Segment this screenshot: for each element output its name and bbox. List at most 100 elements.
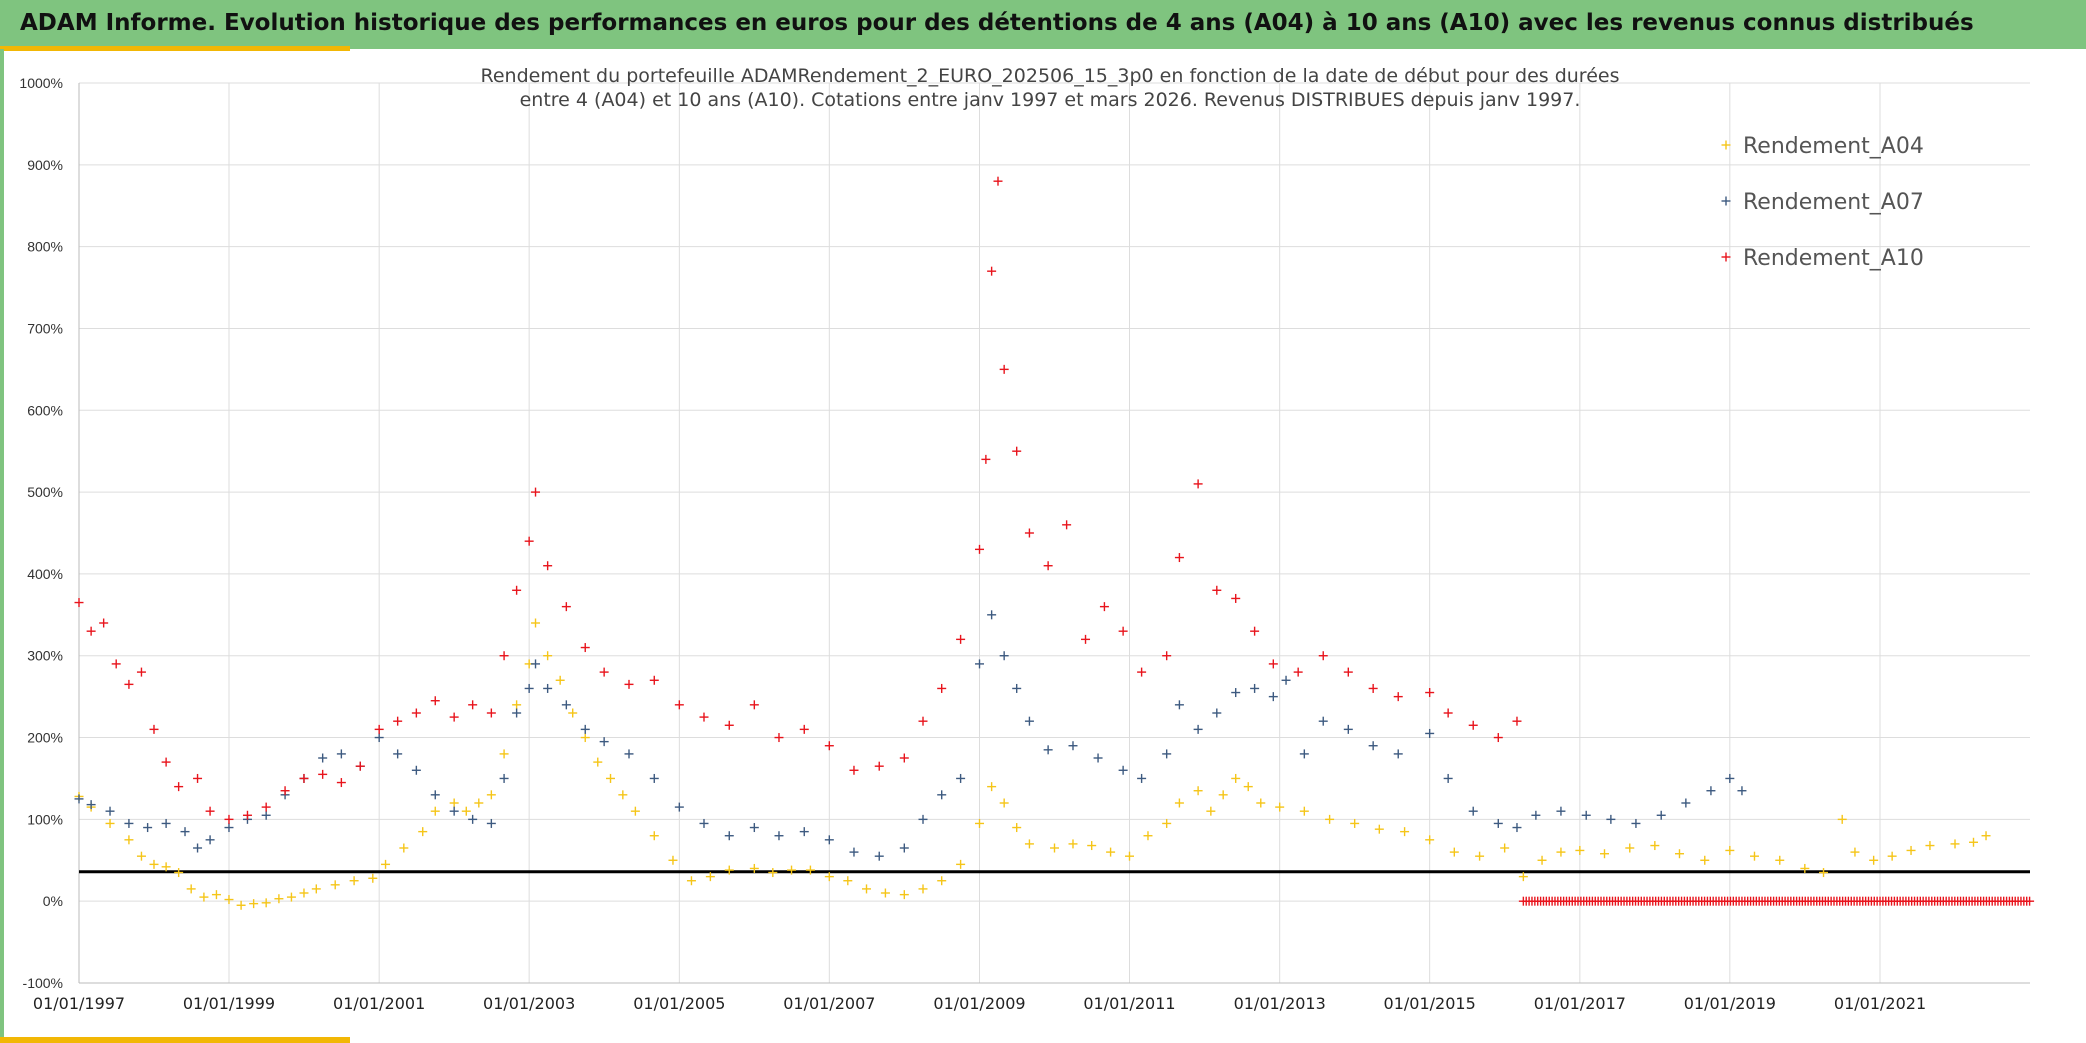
data-point [999, 364, 1009, 374]
y-tick-label: 600% [27, 402, 63, 418]
series-Rendement_A07 [74, 610, 1747, 861]
data-point [987, 782, 997, 792]
data-point [899, 843, 909, 853]
data-point [205, 806, 215, 816]
data-point [805, 865, 815, 875]
data-point [1749, 851, 1759, 861]
data-point [1143, 831, 1153, 841]
data-point [242, 810, 252, 820]
data-point [1725, 773, 1735, 783]
data-point [161, 818, 171, 828]
data-point [606, 773, 616, 783]
data-point [430, 790, 440, 800]
data-point [193, 843, 203, 853]
data-point [580, 724, 590, 734]
data-point [1231, 593, 1241, 603]
data-point [499, 651, 509, 661]
data-point [649, 675, 659, 685]
data-point [486, 708, 496, 718]
chart-title-line-1: Rendement du portefeuille ADAMRendement_… [481, 65, 1620, 87]
data-point [1368, 741, 1378, 751]
data-point [580, 643, 590, 653]
data-point [531, 659, 541, 669]
data-point [999, 798, 1009, 808]
data-point [2025, 896, 2035, 906]
data-point [1425, 835, 1435, 845]
data-point [843, 876, 853, 886]
header-accent [0, 46, 350, 51]
data-point [975, 544, 985, 554]
data-point [1137, 667, 1147, 677]
data-point [449, 712, 459, 722]
data-point [1012, 446, 1022, 456]
data-point [1374, 824, 1384, 834]
data-point [318, 753, 328, 763]
data-point [449, 806, 459, 816]
data-point [399, 843, 409, 853]
data-point [1518, 872, 1528, 882]
data-point [599, 667, 609, 677]
x-tick-label: 01/01/2011 [1083, 994, 1175, 1013]
data-point [193, 773, 203, 783]
y-tick-label: 800% [27, 239, 63, 255]
data-point [1281, 675, 1291, 685]
legend-label: Rendement_A04 [1743, 134, 1924, 159]
data-point [699, 818, 709, 828]
data-point [1581, 810, 1591, 820]
data-point [849, 765, 859, 775]
data-point [486, 818, 496, 828]
data-point [1243, 782, 1253, 792]
grid [78, 82, 2030, 984]
data-point [956, 634, 966, 644]
data-point [937, 790, 947, 800]
data-point [1706, 786, 1716, 796]
data-point [499, 773, 509, 783]
data-point [799, 724, 809, 734]
data-point [1062, 520, 1072, 530]
data-point [1493, 733, 1503, 743]
data-point [105, 806, 115, 816]
data-point [918, 884, 928, 894]
data-point [124, 835, 134, 845]
data-point [486, 790, 496, 800]
data-point [1093, 753, 1103, 763]
data-point [468, 814, 478, 824]
data-point [1631, 818, 1641, 828]
data-point [1425, 728, 1435, 738]
data-point [749, 863, 759, 873]
chart-title-line-2: entre 4 (A04) et 10 ans (A10). Cotations… [520, 89, 1581, 111]
data-point [1475, 851, 1485, 861]
data-point [1099, 602, 1109, 612]
data-point [430, 806, 440, 816]
data-point [249, 899, 259, 909]
frame-left-border [0, 49, 4, 1037]
data-point [161, 862, 171, 872]
data-point [874, 761, 884, 771]
x-tick-label: 01/01/2013 [1234, 994, 1326, 1013]
data-point [286, 892, 296, 902]
data-point [956, 773, 966, 783]
data-point [1600, 849, 1610, 859]
data-point [1174, 700, 1184, 710]
legend-marker [1721, 196, 1731, 206]
data-point [981, 454, 991, 464]
data-point [937, 876, 947, 886]
data-point [531, 487, 541, 497]
data-point [1318, 716, 1328, 726]
data-point [1493, 818, 1503, 828]
data-point [1775, 855, 1785, 865]
data-point [180, 827, 190, 837]
data-point [874, 851, 884, 861]
data-point [649, 831, 659, 841]
data-point [705, 872, 715, 882]
data-point [1024, 716, 1034, 726]
data-point [1137, 773, 1147, 783]
data-point [1625, 843, 1635, 853]
data-point [1725, 845, 1735, 855]
x-tick-label: 01/01/2015 [1384, 994, 1476, 1013]
data-point [280, 786, 290, 796]
data-point [355, 761, 365, 771]
data-point [686, 876, 696, 886]
data-point [512, 585, 522, 595]
data-point [330, 880, 340, 890]
